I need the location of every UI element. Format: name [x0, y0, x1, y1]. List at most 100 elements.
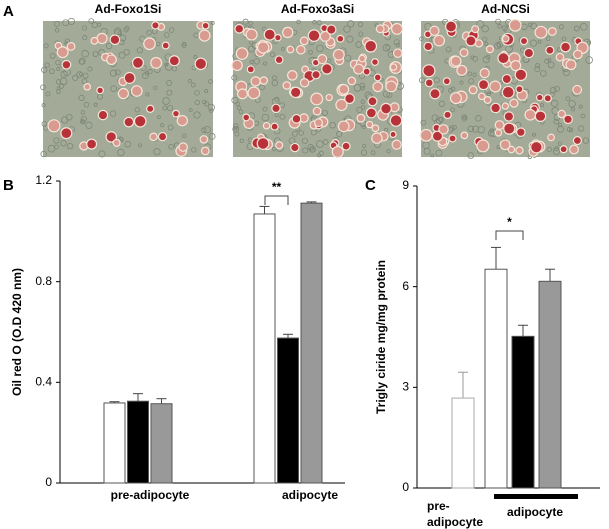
lipid-cell: [105, 131, 118, 143]
lipid-cell: [259, 76, 269, 85]
lipid-cell: [501, 34, 510, 43]
micrograph: [231, 18, 404, 158]
cell: [134, 107, 141, 113]
lipid-cell: [503, 111, 515, 122]
cell: [155, 41, 161, 47]
lipid-cell: [465, 35, 477, 47]
bar: [253, 213, 276, 484]
lipid-cell: [509, 98, 519, 108]
cell: [54, 28, 60, 33]
lipid-cell: [194, 57, 208, 71]
cell: [562, 69, 570, 77]
lipid-cell: [90, 36, 99, 45]
lipid-cell: [565, 59, 577, 71]
cell: [162, 97, 170, 105]
micrograph: [40, 17, 216, 158]
lipid-cell: [572, 136, 582, 146]
lipid-cell: [331, 145, 344, 158]
lipid-cell: [256, 41, 270, 54]
cell: [147, 68, 153, 74]
cell: [302, 147, 309, 154]
lipid-cell: [310, 92, 324, 106]
lipid-cell: [375, 24, 385, 34]
lipid-cell: [479, 67, 490, 79]
cell: [472, 56, 478, 62]
lipid-cell: [563, 114, 573, 125]
lipid-cell: [557, 109, 566, 119]
lipid-cell: [460, 131, 469, 140]
lipid-cell: [314, 118, 323, 128]
lipid-cell: [534, 110, 547, 122]
cell: [535, 63, 541, 69]
cell: [558, 122, 562, 127]
cell: [164, 63, 173, 71]
lipid-cell: [372, 81, 384, 93]
cell: [193, 111, 201, 119]
cell: [566, 126, 572, 132]
lipid-cell: [201, 21, 210, 30]
lipid-cell: [490, 102, 501, 114]
cell: [448, 88, 453, 93]
cell: [445, 46, 452, 53]
lipid-cell: [146, 104, 155, 114]
cell: [87, 66, 93, 72]
lipid-cell: [524, 108, 537, 121]
lipid-cell: [543, 94, 552, 103]
cell: [561, 36, 567, 42]
cell: [545, 36, 551, 41]
cell: [169, 27, 175, 33]
cell: [540, 103, 545, 108]
cell: [461, 114, 467, 120]
cell: [209, 108, 214, 113]
cell: [481, 25, 489, 33]
lipid-cell: [477, 79, 490, 91]
lipid-cell: [389, 130, 397, 138]
cell: [558, 24, 564, 30]
lipid-cell: [364, 39, 378, 53]
cell: [92, 51, 99, 57]
lipid-cell: [317, 54, 328, 65]
lipid-cell: [96, 86, 104, 95]
cell: [307, 144, 314, 151]
cell: [496, 41, 504, 48]
cell: [578, 104, 583, 109]
cell: [435, 116, 443, 124]
cell: [153, 85, 158, 90]
cell: [477, 125, 486, 134]
lipid-cell: [282, 81, 292, 90]
lipid-cell: [535, 93, 544, 102]
cell: [386, 91, 393, 98]
lipid-cell: [501, 85, 515, 99]
lipid-cell: [367, 96, 378, 107]
cell: [261, 113, 270, 122]
cell: [259, 84, 265, 91]
lipid-cell: [157, 131, 168, 142]
lipid-cell: [287, 70, 298, 81]
cell: [201, 127, 207, 133]
cell: [163, 32, 170, 38]
cell: [553, 118, 560, 125]
cell: [270, 51, 276, 58]
lipid-cell: [442, 77, 451, 86]
lipid-cell: [429, 25, 440, 36]
cell: [72, 75, 79, 82]
lipid-cell: [468, 85, 478, 95]
lipid-cell: [337, 120, 350, 133]
cell: [580, 22, 588, 31]
lipid-cell: [344, 93, 355, 105]
bar: [511, 335, 535, 489]
cell: [49, 53, 56, 59]
y-tick-label: 9: [402, 178, 409, 192]
lipid-cell: [198, 29, 211, 42]
cell: [242, 18, 249, 25]
lipid-cell: [424, 78, 434, 88]
x-tick-label: pre-adipocyte: [427, 499, 484, 529]
cell: [549, 91, 555, 98]
lipid-cell: [234, 23, 245, 34]
lipid-cell: [83, 83, 91, 91]
cell: [40, 84, 46, 91]
cell: [360, 105, 366, 110]
cell: [430, 153, 435, 158]
cell: [167, 124, 174, 131]
cell: [48, 68, 55, 75]
